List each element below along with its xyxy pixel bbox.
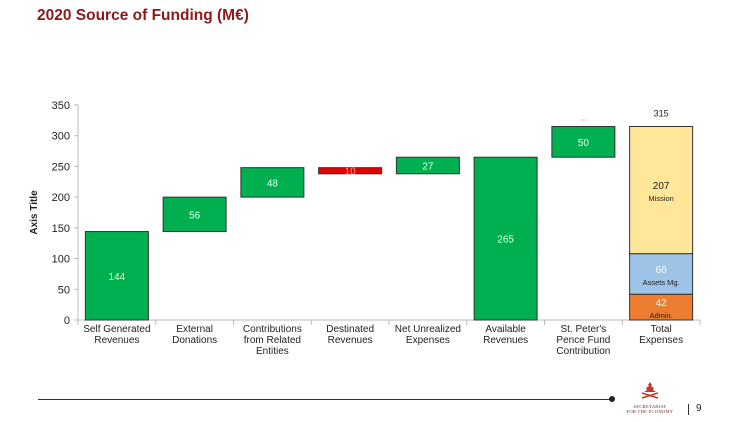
bar <box>473 156 538 321</box>
bar-label: 50 <box>578 138 590 149</box>
segment-name: Admin. <box>649 311 672 320</box>
x-tick-label: Entities <box>256 346 289 357</box>
x-tick-label: Self Generated <box>83 324 150 335</box>
bar-label: 144 <box>109 272 126 283</box>
x-tick-label: Donations <box>172 335 217 346</box>
y-tick-label: 150 <box>52 223 70 235</box>
bar <box>318 167 383 175</box>
segment-name: Mission <box>648 194 673 203</box>
stack-segment <box>629 126 694 255</box>
bar-label: 56 <box>189 210 201 221</box>
bar <box>240 167 305 198</box>
bar-annotation: ... <box>580 114 587 123</box>
x-tick-label: from Related <box>244 335 301 346</box>
waterfall-chart: 0 50 100 150 200 250 300 350 Axis Title Self Gene… <box>29 100 701 357</box>
stack-segment <box>629 253 694 295</box>
y-tick-label: 200 <box>52 192 70 204</box>
x-tick-label: Revenues <box>328 335 373 346</box>
x-tick-label: External <box>176 324 213 335</box>
x-tick-label: Contribution <box>556 346 610 357</box>
y-tick-label: 350 <box>52 100 70 112</box>
bar <box>551 126 616 158</box>
x-tick-label: Revenues <box>94 335 139 346</box>
bar-label: 10 <box>345 167 357 178</box>
x-tick-label: Revenues <box>483 335 528 346</box>
bar <box>84 231 149 321</box>
x-tick-label: Total <box>651 324 672 335</box>
y-tick-label: 300 <box>52 131 70 143</box>
x-tick-label: Available <box>485 324 526 335</box>
total-label: 315 <box>654 109 669 119</box>
page-separator <box>688 404 689 415</box>
y-tick-label: 0 <box>64 315 70 327</box>
x-tick-label: Destinated <box>326 324 374 335</box>
stack-segment <box>629 293 694 321</box>
segment-value: 42 <box>656 298 668 309</box>
footer-dot <box>609 396 615 402</box>
bar-label: 265 <box>497 235 514 246</box>
tiara-keys-icon <box>641 382 659 399</box>
segment-value: 66 <box>656 265 668 276</box>
logo-line-1: SECRETARIAT <box>633 404 667 409</box>
x-tick-label: Contributions <box>243 324 302 335</box>
x-tick-label: Expenses <box>406 335 450 346</box>
x-tick-label: Pence Fund <box>556 335 610 346</box>
x-tick-label: Expenses <box>639 335 683 346</box>
y-tick-label: 100 <box>52 254 70 266</box>
y-axis-title: Axis Title <box>29 190 40 235</box>
segment-name: Assets Mg. <box>643 278 680 287</box>
page-number: 9 <box>696 403 702 414</box>
y-tick-label: 50 <box>58 284 70 296</box>
page-title: 2020 Source of Funding (M€) <box>37 7 249 24</box>
segment-value: 207 <box>653 181 670 192</box>
y-tick-label: 250 <box>52 161 70 173</box>
bar <box>395 156 460 175</box>
logo-line-2: FOR THE ECONOMY <box>626 409 674 414</box>
bar-label: 27 <box>422 162 434 173</box>
bar <box>162 196 227 233</box>
footer-divider <box>38 399 612 400</box>
secretariat-logo: SECRETARIAT FOR THE ECONOMY <box>620 381 680 414</box>
x-tick-label: Net Unrealized <box>395 324 461 335</box>
bar-label: 48 <box>267 178 279 189</box>
x-tick-label: St. Peter's <box>560 324 606 335</box>
